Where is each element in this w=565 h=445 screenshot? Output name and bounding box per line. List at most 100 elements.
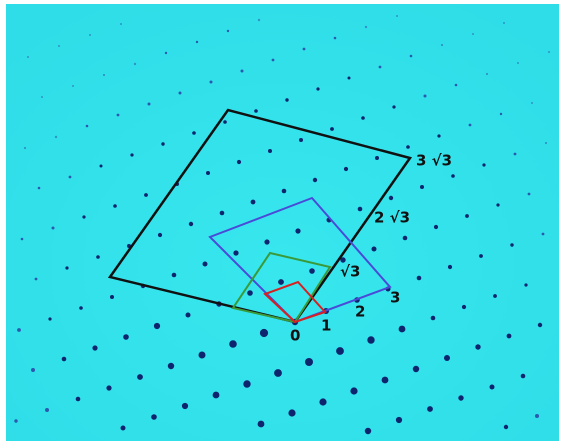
spot [412,365,420,373]
spot [250,199,256,205]
spot [531,102,533,104]
spot [468,123,472,127]
spot [451,174,455,178]
spot [157,232,163,238]
spot [31,368,35,372]
spot [319,398,327,406]
spot [423,94,427,98]
spot [499,112,503,116]
spot [503,22,505,24]
spot [48,317,52,321]
spot [167,362,175,370]
spot [164,51,168,55]
spot [96,255,100,259]
spot [420,185,424,189]
spot [233,250,239,256]
spot [185,312,191,318]
spot [309,268,315,274]
label: 3 [390,289,400,307]
spot [316,87,320,91]
spot [527,192,531,196]
spot [113,204,117,208]
spot [85,124,89,128]
spot [243,380,251,388]
spot [416,275,422,281]
spot [123,334,129,340]
spot [305,358,313,366]
spot [51,226,55,230]
spot [54,135,58,139]
spot [396,15,398,17]
spot [65,266,69,270]
spot [437,134,441,138]
label: 2 [355,303,365,321]
spot [257,18,261,22]
label: 2 √3 [374,209,410,227]
green-cell [231,251,332,324]
spot [72,85,74,87]
spot [367,336,375,344]
spot [195,40,199,44]
spot [68,175,72,179]
spot [520,373,526,379]
spot [102,73,106,77]
spot [535,414,539,418]
spot [14,419,18,423]
spot [153,322,161,330]
spot [312,177,318,183]
spot [489,384,495,390]
spot [89,34,91,36]
spot [257,420,265,428]
spot [61,356,67,362]
spot [406,145,410,149]
spot [364,25,368,29]
spot [479,254,483,258]
label: 0 [290,327,300,345]
spot [147,102,151,106]
spot [133,62,137,66]
spot [524,283,528,287]
spot [79,306,83,310]
spot [402,235,408,241]
spot [120,425,126,431]
spot [268,149,272,153]
spot [513,152,517,156]
spot [375,156,379,160]
blue-cell [208,196,392,324]
spot [482,163,486,167]
spot [106,385,112,391]
spot [274,369,282,377]
spot [161,142,165,146]
spot [17,328,21,332]
spot [364,427,372,435]
spot [340,257,346,263]
spot [45,408,49,412]
spot [427,406,433,412]
spot [23,146,27,150]
spot [493,294,497,298]
spot [378,65,382,69]
spot [541,232,545,236]
spot [472,33,474,35]
spot [461,304,467,310]
red-cell [263,280,327,324]
spot [544,141,548,145]
spot [137,374,143,380]
spot [343,166,349,172]
spot [537,322,543,328]
spot [171,272,177,278]
spot [27,56,29,58]
spot [254,109,258,113]
spot [371,246,377,252]
spot [295,228,301,234]
spot [333,36,337,40]
spot [144,193,148,197]
spot [347,76,351,80]
spot [409,54,413,58]
spot [398,325,406,333]
spot [20,237,24,241]
spot [202,261,208,267]
spot [264,239,270,245]
spot [381,376,389,384]
